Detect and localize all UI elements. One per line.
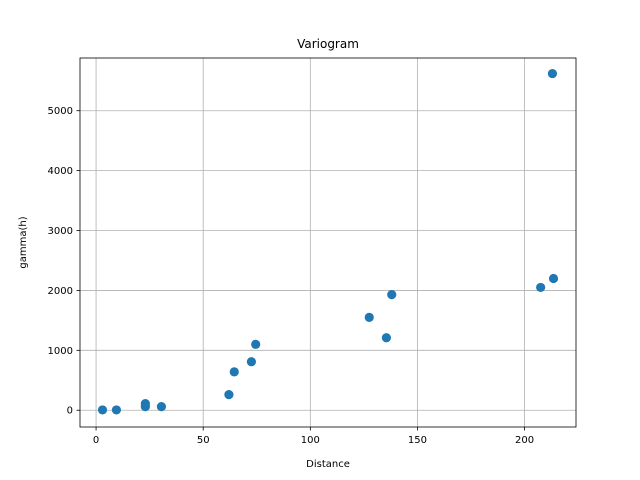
- y-tick-label: 5000: [48, 106, 73, 117]
- plot-frame: [79, 57, 577, 428]
- data-point: [246, 357, 257, 367]
- x-tick-label: 200: [515, 435, 534, 446]
- grid-layer: [80, 58, 576, 427]
- data-point: [111, 405, 122, 415]
- data-point: [229, 367, 239, 377]
- y-tick-label: 1000: [48, 346, 73, 357]
- data-point: [536, 282, 546, 293]
- x-tick-label: 0: [93, 435, 99, 446]
- data-point: [251, 339, 261, 349]
- data-point: [381, 333, 391, 343]
- y-tick-label: 0: [67, 406, 73, 417]
- data-point: [387, 290, 397, 300]
- x-tick-label: 100: [301, 435, 320, 446]
- y-tick-label: 2000: [48, 286, 73, 297]
- data-point: [364, 312, 374, 322]
- data-point: [548, 273, 559, 284]
- y-tick-label: 3000: [48, 226, 73, 237]
- chart-title: Variogram: [297, 37, 359, 51]
- data-point: [224, 390, 234, 400]
- x-tick-label: 50: [197, 435, 210, 446]
- y-tick-label: 4000: [48, 166, 73, 177]
- data-point: [140, 399, 150, 409]
- points-layer: [97, 68, 559, 415]
- data-point: [156, 402, 167, 412]
- x-tick-label: 150: [408, 435, 427, 446]
- data-point: [97, 405, 108, 415]
- x-axis-title: Distance: [306, 459, 350, 470]
- data-point: [547, 68, 558, 79]
- y-axis-title: gamma(h): [18, 216, 29, 268]
